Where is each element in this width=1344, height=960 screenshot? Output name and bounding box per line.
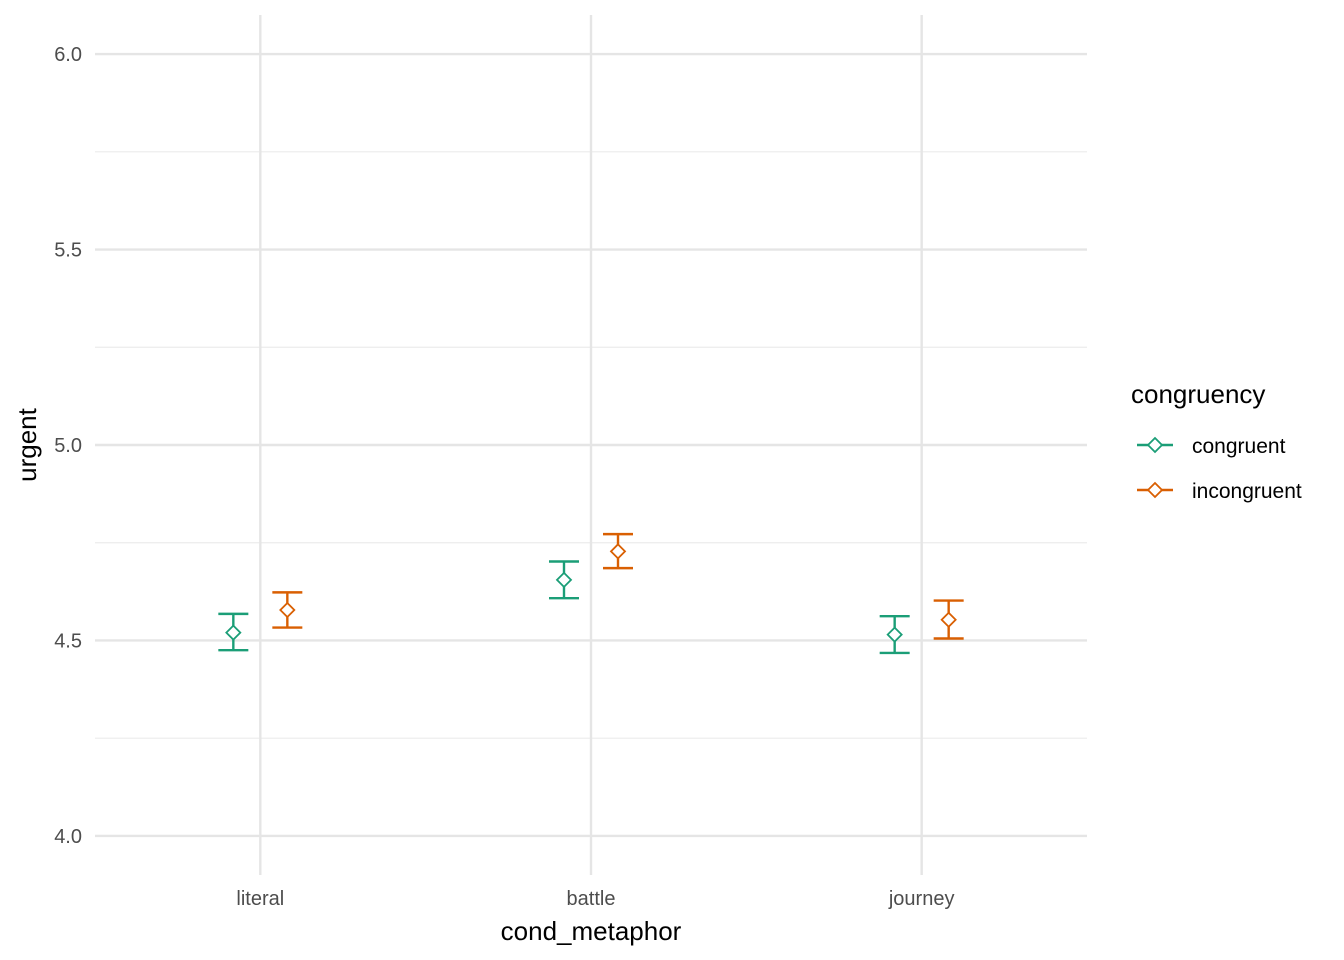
legend-label: incongruent <box>1192 480 1302 503</box>
point-incongruent-journey <box>940 611 957 629</box>
x-tick-label-journey: journey <box>888 888 955 910</box>
legend-label: congruent <box>1192 435 1286 458</box>
errorbar-incongruent-literal <box>272 591 303 629</box>
y-axis-tick-labels: 4.0 4.5 5.0 5.5 6.0 <box>54 44 82 848</box>
y-tick-label: 4.5 <box>54 630 82 652</box>
data-marks <box>218 532 964 655</box>
point-incongruent-battle <box>609 543 627 560</box>
errorbar-incongruent-journey <box>933 599 964 640</box>
legend-title: congruency <box>1131 379 1265 409</box>
y-tick-label: 6.0 <box>54 44 82 66</box>
legend: congruency congruent incongruent <box>1131 379 1302 503</box>
point-congruent-journey <box>886 626 903 643</box>
point-congruent-literal <box>225 624 242 641</box>
y-tick-label: 4.0 <box>54 826 82 848</box>
errorbar-congruent-journey <box>879 615 910 655</box>
y-axis-title: urgent <box>12 407 42 481</box>
major-gridlines <box>95 15 1087 875</box>
y-tick-label: 5.5 <box>54 240 82 262</box>
legend-item-congruent: congruent <box>1137 435 1286 458</box>
point-congruent-battle <box>555 571 573 589</box>
x-tick-label-battle: battle <box>567 888 616 910</box>
errorbar-congruent-battle <box>549 560 579 600</box>
errorbar-incongruent-battle <box>603 532 633 570</box>
x-axis-tick-labels: literal battle journey <box>236 888 954 910</box>
x-axis-title: cond_metaphor <box>501 916 682 946</box>
legend-key-diamond-icon <box>1146 481 1164 499</box>
y-tick-label: 5.0 <box>54 435 82 457</box>
errorbar-congruent-literal <box>218 612 249 652</box>
legend-item-incongruent: incongruent <box>1137 480 1302 503</box>
point-incongruent-literal <box>279 601 296 619</box>
x-tick-label-literal: literal <box>236 888 284 910</box>
legend-key-diamond-icon <box>1146 436 1164 454</box>
